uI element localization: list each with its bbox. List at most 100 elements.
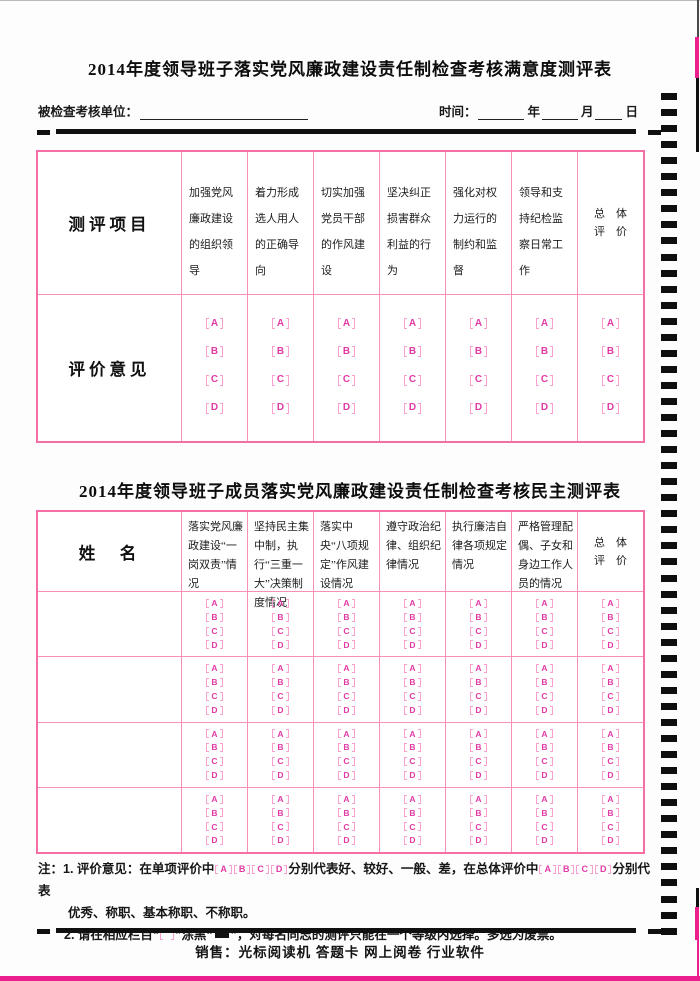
- option-A-bubble[interactable]: A: [602, 664, 619, 674]
- option-A-bubble[interactable]: A: [602, 729, 619, 739]
- option-B-bubble[interactable]: B: [404, 612, 421, 622]
- option-B-bubble[interactable]: B: [206, 677, 223, 687]
- option-A-bubble[interactable]: A: [535, 318, 554, 330]
- option-B-bubble[interactable]: B: [404, 677, 421, 687]
- option-B-bubble[interactable]: B: [272, 612, 289, 622]
- option-C-bubble[interactable]: C: [404, 626, 421, 636]
- option-D-bubble[interactable]: D: [602, 640, 619, 650]
- option-B-bubble[interactable]: B: [602, 743, 619, 753]
- option-D-bubble[interactable]: D: [206, 640, 223, 650]
- option-D-bubble[interactable]: D: [601, 402, 620, 414]
- option-A-bubble[interactable]: A: [206, 598, 223, 608]
- option-D-bubble[interactable]: D: [338, 640, 355, 650]
- option-B-bubble[interactable]: B: [338, 743, 355, 753]
- option-C-bubble[interactable]: C: [272, 626, 289, 636]
- option-A-bubble[interactable]: A: [536, 598, 553, 608]
- option-D-bubble[interactable]: D: [469, 402, 488, 414]
- option-B-bubble[interactable]: B: [536, 743, 553, 753]
- option-B-bubble[interactable]: B: [271, 346, 290, 358]
- option-D-bubble[interactable]: D: [536, 836, 553, 846]
- option-A-bubble[interactable]: A: [272, 729, 289, 739]
- option-D-bubble[interactable]: D: [602, 836, 619, 846]
- option-C-bubble[interactable]: C: [536, 757, 553, 767]
- option-D-bubble[interactable]: D: [272, 705, 289, 715]
- option-C-bubble[interactable]: C: [536, 626, 553, 636]
- unit-input-line[interactable]: [140, 107, 309, 120]
- month-input-line[interactable]: [541, 107, 578, 120]
- option-C-bubble[interactable]: C: [470, 757, 487, 767]
- option-C-bubble[interactable]: C: [338, 757, 355, 767]
- option-A-bubble[interactable]: A: [338, 664, 355, 674]
- option-C-bubble[interactable]: C: [404, 822, 421, 832]
- option-D-bubble[interactable]: D: [470, 705, 487, 715]
- name-input-cell-row1[interactable]: [38, 591, 181, 657]
- option-D-bubble[interactable]: D: [338, 705, 355, 715]
- option-A-bubble[interactable]: A: [470, 729, 487, 739]
- option-D-bubble[interactable]: D: [536, 770, 553, 780]
- option-A-bubble[interactable]: A: [337, 318, 356, 330]
- option-A-bubble[interactable]: A: [206, 664, 223, 674]
- option-C-bubble[interactable]: C: [536, 822, 553, 832]
- option-B-bubble[interactable]: B: [338, 677, 355, 687]
- option-C-bubble[interactable]: C: [272, 757, 289, 767]
- option-D-bubble[interactable]: D: [206, 705, 223, 715]
- option-C-bubble[interactable]: C: [470, 691, 487, 701]
- option-B-bubble[interactable]: B: [602, 612, 619, 622]
- option-A-bubble[interactable]: A: [272, 664, 289, 674]
- option-C-bubble[interactable]: C: [403, 374, 422, 386]
- option-D-bubble[interactable]: D: [272, 836, 289, 846]
- year-input-line[interactable]: [478, 107, 525, 120]
- option-C-bubble[interactable]: C: [338, 691, 355, 701]
- option-A-bubble[interactable]: A: [536, 664, 553, 674]
- day-input-line[interactable]: [595, 107, 623, 120]
- option-A-bubble[interactable]: A: [470, 664, 487, 674]
- option-B-bubble[interactable]: B: [602, 677, 619, 687]
- option-B-bubble[interactable]: B: [272, 677, 289, 687]
- option-C-bubble[interactable]: C: [271, 374, 290, 386]
- option-D-bubble[interactable]: D: [404, 640, 421, 650]
- option-A-bubble[interactable]: A: [601, 318, 620, 330]
- option-A-bubble[interactable]: A: [271, 318, 290, 330]
- option-B-bubble[interactable]: B: [470, 677, 487, 687]
- option-D-bubble[interactable]: D: [602, 770, 619, 780]
- option-D-bubble[interactable]: D: [404, 770, 421, 780]
- option-C-bubble[interactable]: C: [469, 374, 488, 386]
- option-D-bubble[interactable]: D: [536, 640, 553, 650]
- option-A-bubble[interactable]: A: [404, 729, 421, 739]
- option-C-bubble[interactable]: C: [206, 691, 223, 701]
- option-D-bubble[interactable]: D: [338, 770, 355, 780]
- option-B-bubble[interactable]: B: [338, 808, 355, 818]
- option-B-bubble[interactable]: B: [403, 346, 422, 358]
- option-A-bubble[interactable]: A: [536, 794, 553, 804]
- option-A-bubble[interactable]: A: [536, 729, 553, 739]
- option-D-bubble[interactable]: D: [404, 705, 421, 715]
- option-C-bubble[interactable]: C: [205, 374, 224, 386]
- option-C-bubble[interactable]: C: [602, 822, 619, 832]
- option-C-bubble[interactable]: C: [404, 757, 421, 767]
- option-D-bubble[interactable]: D: [470, 770, 487, 780]
- option-B-bubble[interactable]: B: [557, 865, 575, 874]
- option-B-bubble[interactable]: B: [536, 612, 553, 622]
- option-D-bubble[interactable]: D: [470, 836, 487, 846]
- option-B-bubble[interactable]: B: [470, 808, 487, 818]
- option-B-bubble[interactable]: B: [337, 346, 356, 358]
- option-B-bubble[interactable]: B: [470, 612, 487, 622]
- option-C-bubble[interactable]: C: [338, 822, 355, 832]
- option-A-bubble[interactable]: A: [470, 598, 487, 608]
- option-A-bubble[interactable]: A: [470, 794, 487, 804]
- option-C-bubble[interactable]: C: [602, 757, 619, 767]
- option-A-bubble[interactable]: A: [602, 794, 619, 804]
- option-A-bubble[interactable]: A: [404, 794, 421, 804]
- option-C-bubble[interactable]: C: [272, 691, 289, 701]
- option-A-bubble[interactable]: A: [272, 598, 289, 608]
- option-A-bubble[interactable]: A: [338, 794, 355, 804]
- option-D-bubble[interactable]: D: [404, 836, 421, 846]
- option-D-bubble[interactable]: D: [272, 640, 289, 650]
- option-A-bubble[interactable]: A: [206, 794, 223, 804]
- option-D-bubble[interactable]: D: [270, 865, 288, 874]
- option-C-bubble[interactable]: C: [470, 822, 487, 832]
- option-D-bubble[interactable]: D: [206, 770, 223, 780]
- option-D-bubble[interactable]: D: [594, 865, 612, 874]
- option-B-bubble[interactable]: B: [338, 612, 355, 622]
- option-D-bubble[interactable]: D: [271, 402, 290, 414]
